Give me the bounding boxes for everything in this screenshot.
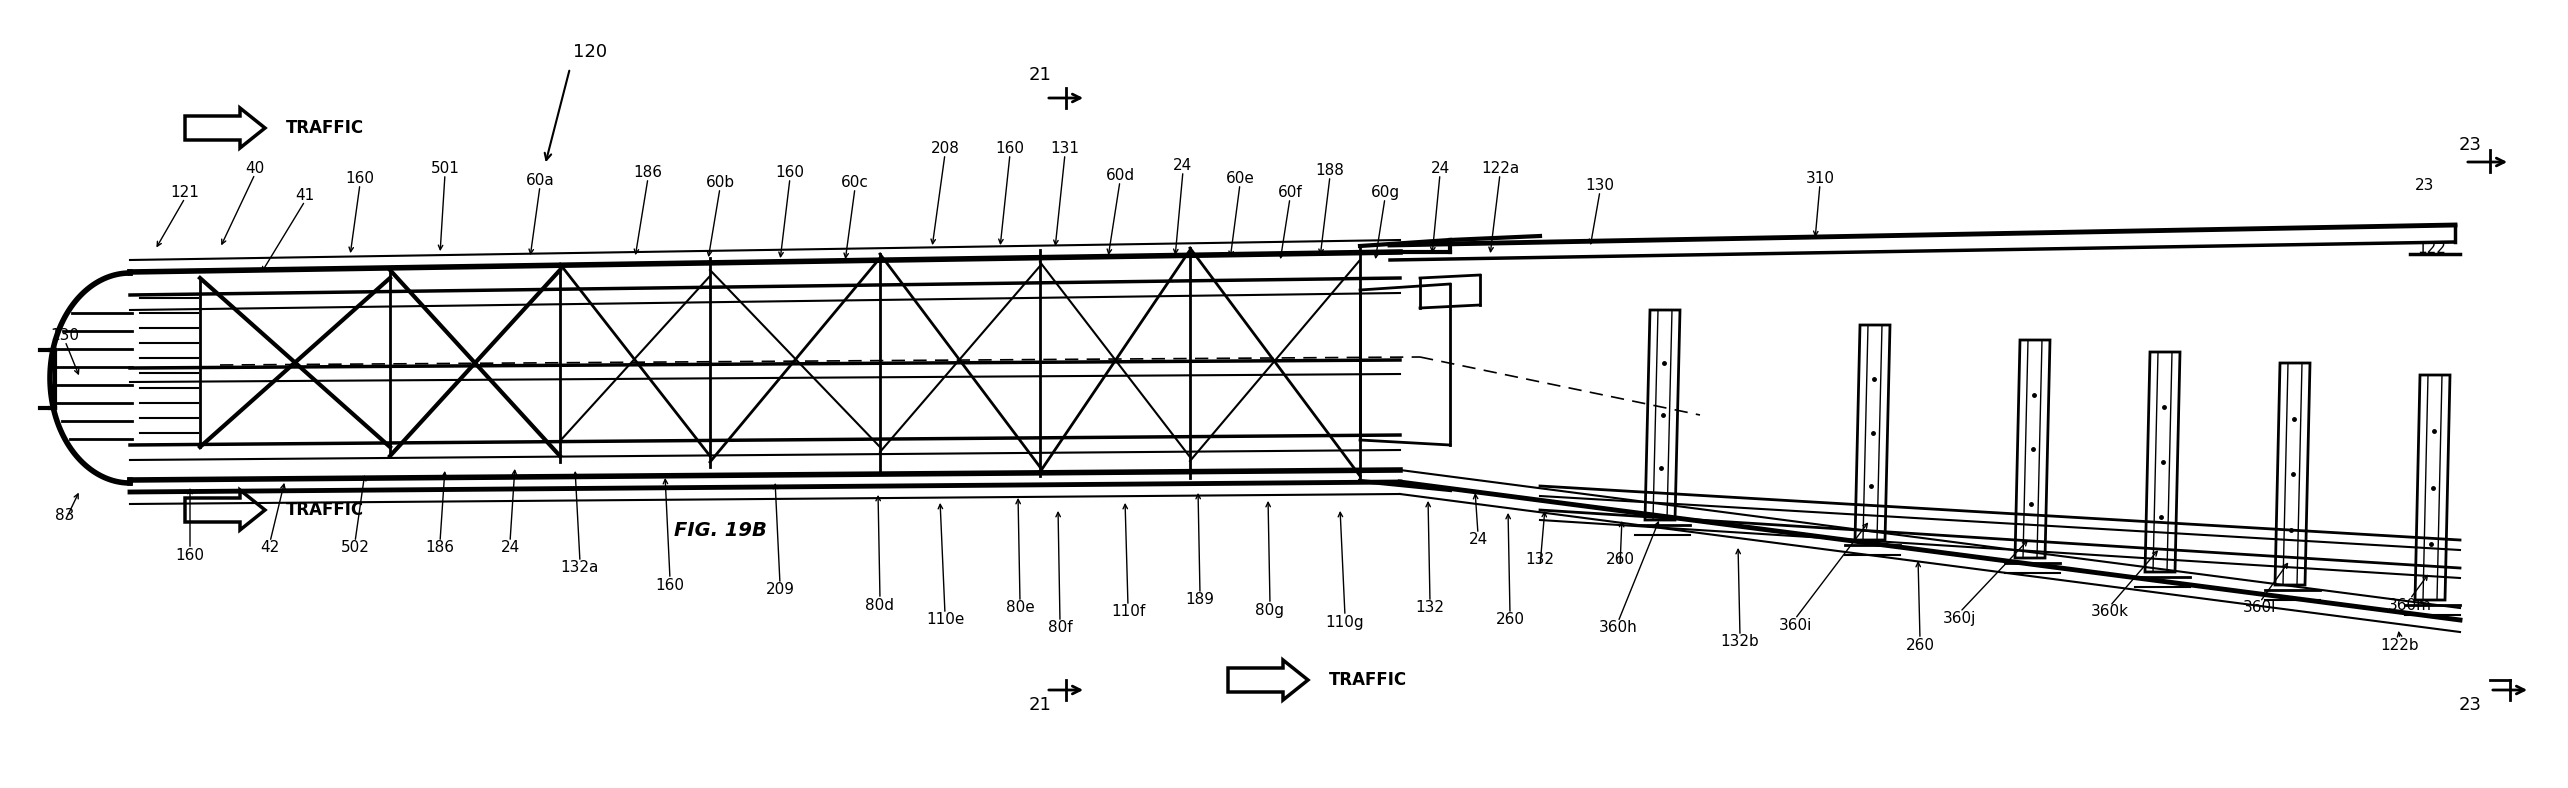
Text: 60a: 60a [526, 173, 555, 188]
Text: 42: 42 [259, 541, 280, 556]
Text: 41: 41 [295, 188, 316, 203]
Text: 24: 24 [1430, 161, 1448, 176]
Text: 189: 189 [1186, 593, 1215, 608]
Text: 23: 23 [2458, 136, 2481, 154]
Text: 360m: 360m [2388, 597, 2432, 612]
Text: 310: 310 [1805, 170, 1834, 185]
Text: 110e: 110e [927, 612, 963, 627]
Text: 188: 188 [1315, 162, 1346, 177]
Text: 60c: 60c [842, 174, 868, 189]
Text: 360h: 360h [1600, 620, 1638, 635]
Text: 130: 130 [1584, 177, 1615, 192]
Text: 80e: 80e [1007, 600, 1035, 615]
Text: TRAFFIC: TRAFFIC [285, 501, 365, 519]
Text: 160: 160 [347, 170, 375, 185]
Text: 60d: 60d [1104, 168, 1135, 183]
Text: 122b: 122b [2381, 637, 2419, 652]
Text: 83: 83 [56, 507, 74, 522]
Text: 260: 260 [1495, 612, 1525, 627]
Text: 186: 186 [634, 165, 663, 180]
Text: 131: 131 [1050, 140, 1079, 155]
Text: TRAFFIC: TRAFFIC [285, 119, 365, 137]
Text: 24: 24 [501, 541, 519, 556]
Text: 80d: 80d [865, 597, 894, 612]
Text: 160: 160 [655, 578, 686, 593]
Text: 24: 24 [1469, 533, 1487, 548]
Text: 360l: 360l [2244, 600, 2278, 615]
Text: 122: 122 [2416, 240, 2447, 255]
Polygon shape [185, 490, 265, 530]
Text: 60b: 60b [706, 174, 734, 189]
Text: 132: 132 [1415, 600, 1443, 615]
Text: 60e: 60e [1225, 170, 1253, 185]
Text: 502: 502 [342, 541, 370, 556]
Text: 23: 23 [2458, 696, 2481, 714]
Text: FIG. 19B: FIG. 19B [673, 521, 765, 540]
Text: 160: 160 [996, 140, 1025, 155]
Text: 260: 260 [1905, 637, 1934, 652]
Text: 186: 186 [426, 541, 455, 556]
Text: 130: 130 [51, 328, 80, 343]
Text: 209: 209 [765, 582, 794, 597]
Text: 23: 23 [2416, 177, 2434, 192]
Text: 121: 121 [169, 184, 200, 199]
Text: 360k: 360k [2090, 604, 2129, 619]
Text: 80f: 80f [1048, 620, 1073, 635]
Text: 40: 40 [247, 161, 265, 176]
Text: 160: 160 [175, 548, 205, 563]
Text: 132: 132 [1525, 552, 1554, 567]
Text: 24: 24 [1174, 158, 1192, 173]
Text: 260: 260 [1605, 552, 1633, 567]
Polygon shape [1228, 660, 1307, 700]
Text: 208: 208 [930, 140, 960, 155]
Text: 60g: 60g [1371, 184, 1400, 199]
Polygon shape [185, 108, 265, 148]
Text: 110g: 110g [1325, 615, 1364, 630]
Text: 132a: 132a [560, 560, 598, 575]
Text: 60f: 60f [1279, 184, 1302, 199]
Text: 80g: 80g [1256, 603, 1284, 618]
Text: 501: 501 [431, 161, 460, 176]
Text: 120: 120 [573, 43, 606, 61]
Text: 360i: 360i [1777, 618, 1810, 633]
Text: 122a: 122a [1482, 161, 1520, 176]
Text: 110f: 110f [1112, 604, 1145, 619]
Text: 21: 21 [1030, 66, 1050, 84]
Text: 360j: 360j [1944, 611, 1977, 626]
Text: 132b: 132b [1721, 634, 1759, 649]
Text: 21: 21 [1030, 696, 1050, 714]
Text: TRAFFIC: TRAFFIC [1328, 671, 1407, 689]
Text: 160: 160 [776, 165, 804, 180]
